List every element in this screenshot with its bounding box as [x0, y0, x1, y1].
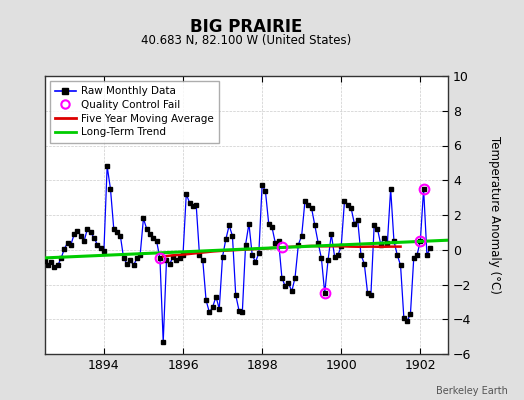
- Y-axis label: Temperature Anomaly (°C): Temperature Anomaly (°C): [488, 136, 501, 294]
- Text: Berkeley Earth: Berkeley Earth: [436, 386, 508, 396]
- Legend: Raw Monthly Data, Quality Control Fail, Five Year Moving Average, Long-Term Tren: Raw Monthly Data, Quality Control Fail, …: [50, 81, 219, 142]
- Text: BIG PRAIRIE: BIG PRAIRIE: [190, 18, 302, 36]
- Text: 40.683 N, 82.100 W (United States): 40.683 N, 82.100 W (United States): [141, 34, 352, 47]
